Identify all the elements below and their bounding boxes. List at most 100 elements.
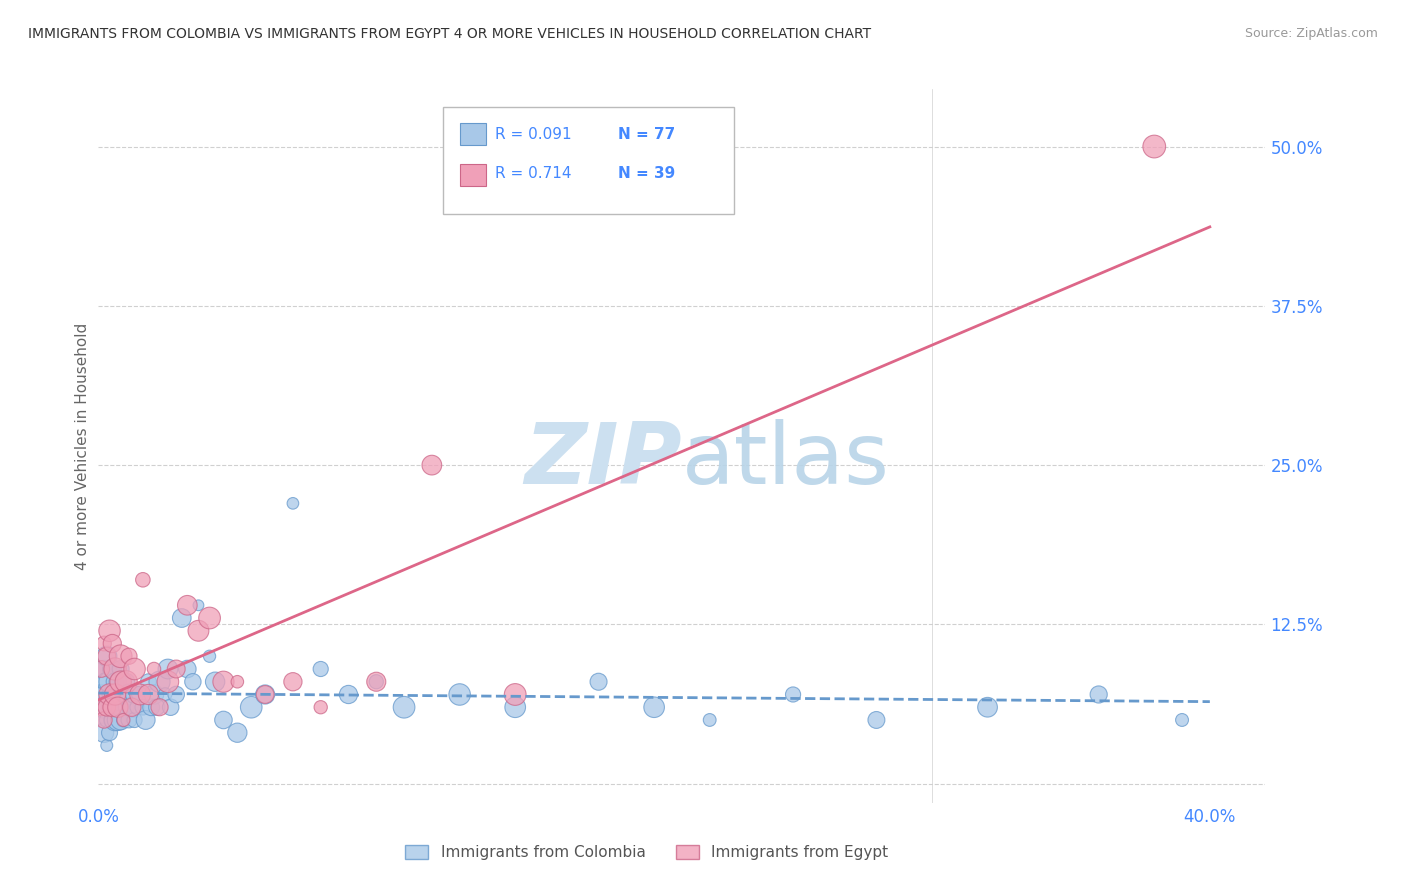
Point — [110, 713, 132, 727]
Point — [503, 700, 526, 714]
Point — [148, 674, 170, 689]
Point — [101, 713, 124, 727]
Point — [96, 739, 118, 753]
Point — [420, 458, 443, 472]
Point — [165, 662, 187, 676]
Point — [146, 700, 169, 714]
Point — [198, 611, 221, 625]
Point — [181, 674, 204, 689]
Point — [254, 688, 277, 702]
Text: R = 0.091: R = 0.091 — [495, 127, 572, 142]
Point — [392, 700, 415, 714]
Point — [503, 688, 526, 702]
Point — [281, 496, 304, 510]
FancyBboxPatch shape — [443, 107, 734, 214]
Point — [90, 713, 112, 727]
Point — [198, 649, 221, 664]
Point — [118, 713, 141, 727]
Point — [1171, 713, 1194, 727]
Point — [118, 649, 141, 664]
Point — [187, 624, 209, 638]
Point — [366, 674, 388, 689]
Point — [165, 688, 187, 702]
Point — [101, 688, 124, 702]
Point — [96, 700, 118, 714]
Point — [281, 674, 304, 689]
Point — [156, 674, 179, 689]
Legend: Immigrants from Colombia, Immigrants from Egypt: Immigrants from Colombia, Immigrants fro… — [399, 839, 894, 866]
Point — [141, 700, 163, 714]
Point — [96, 649, 118, 664]
Text: Source: ZipAtlas.com: Source: ZipAtlas.com — [1244, 27, 1378, 40]
Point — [104, 713, 127, 727]
Point — [118, 688, 141, 702]
Point — [135, 713, 157, 727]
Point — [204, 674, 226, 689]
Point — [112, 688, 135, 702]
Point — [127, 700, 149, 714]
Point — [782, 688, 804, 702]
FancyBboxPatch shape — [460, 164, 486, 186]
Point — [143, 662, 166, 676]
Point — [124, 713, 146, 727]
Point — [132, 573, 155, 587]
Point — [176, 599, 198, 613]
Text: N = 77: N = 77 — [617, 127, 675, 142]
Point — [121, 700, 143, 714]
Point — [170, 611, 193, 625]
Point — [96, 674, 118, 689]
Point — [143, 688, 166, 702]
Point — [976, 700, 998, 714]
Point — [107, 674, 129, 689]
Point — [98, 725, 121, 739]
Point — [98, 674, 121, 689]
Text: R = 0.714: R = 0.714 — [495, 166, 572, 181]
FancyBboxPatch shape — [460, 123, 486, 145]
Point — [107, 713, 129, 727]
Point — [148, 700, 170, 714]
Point — [96, 649, 118, 664]
Text: N = 39: N = 39 — [617, 166, 675, 181]
Point — [115, 700, 138, 714]
Point — [98, 688, 121, 702]
Point — [104, 688, 127, 702]
Point — [187, 599, 209, 613]
Point — [1143, 139, 1166, 153]
Point — [129, 688, 152, 702]
Point — [337, 688, 360, 702]
Point — [93, 662, 115, 676]
Point — [90, 662, 112, 676]
Point — [699, 713, 721, 727]
Text: ZIP: ZIP — [524, 418, 682, 502]
Y-axis label: 4 or more Vehicles in Household: 4 or more Vehicles in Household — [75, 322, 90, 570]
Point — [226, 725, 249, 739]
Point — [153, 688, 176, 702]
Point — [449, 688, 471, 702]
Point — [309, 662, 332, 676]
Point — [159, 700, 181, 714]
Point — [156, 662, 179, 676]
Point — [101, 662, 124, 676]
Point — [212, 674, 235, 689]
Text: atlas: atlas — [682, 418, 890, 502]
Point — [176, 662, 198, 676]
Point — [98, 662, 121, 676]
Point — [90, 688, 112, 702]
Point — [212, 713, 235, 727]
Point — [93, 700, 115, 714]
Point — [115, 674, 138, 689]
Point — [112, 713, 135, 727]
Point — [112, 713, 135, 727]
Point — [110, 674, 132, 689]
Point — [101, 700, 124, 714]
Point — [96, 700, 118, 714]
Point — [98, 624, 121, 638]
Point — [110, 662, 132, 676]
Point — [96, 713, 118, 727]
Point — [104, 688, 127, 702]
Point — [98, 688, 121, 702]
Point — [107, 700, 129, 714]
Point — [93, 725, 115, 739]
Point — [90, 700, 112, 714]
Point — [865, 713, 887, 727]
